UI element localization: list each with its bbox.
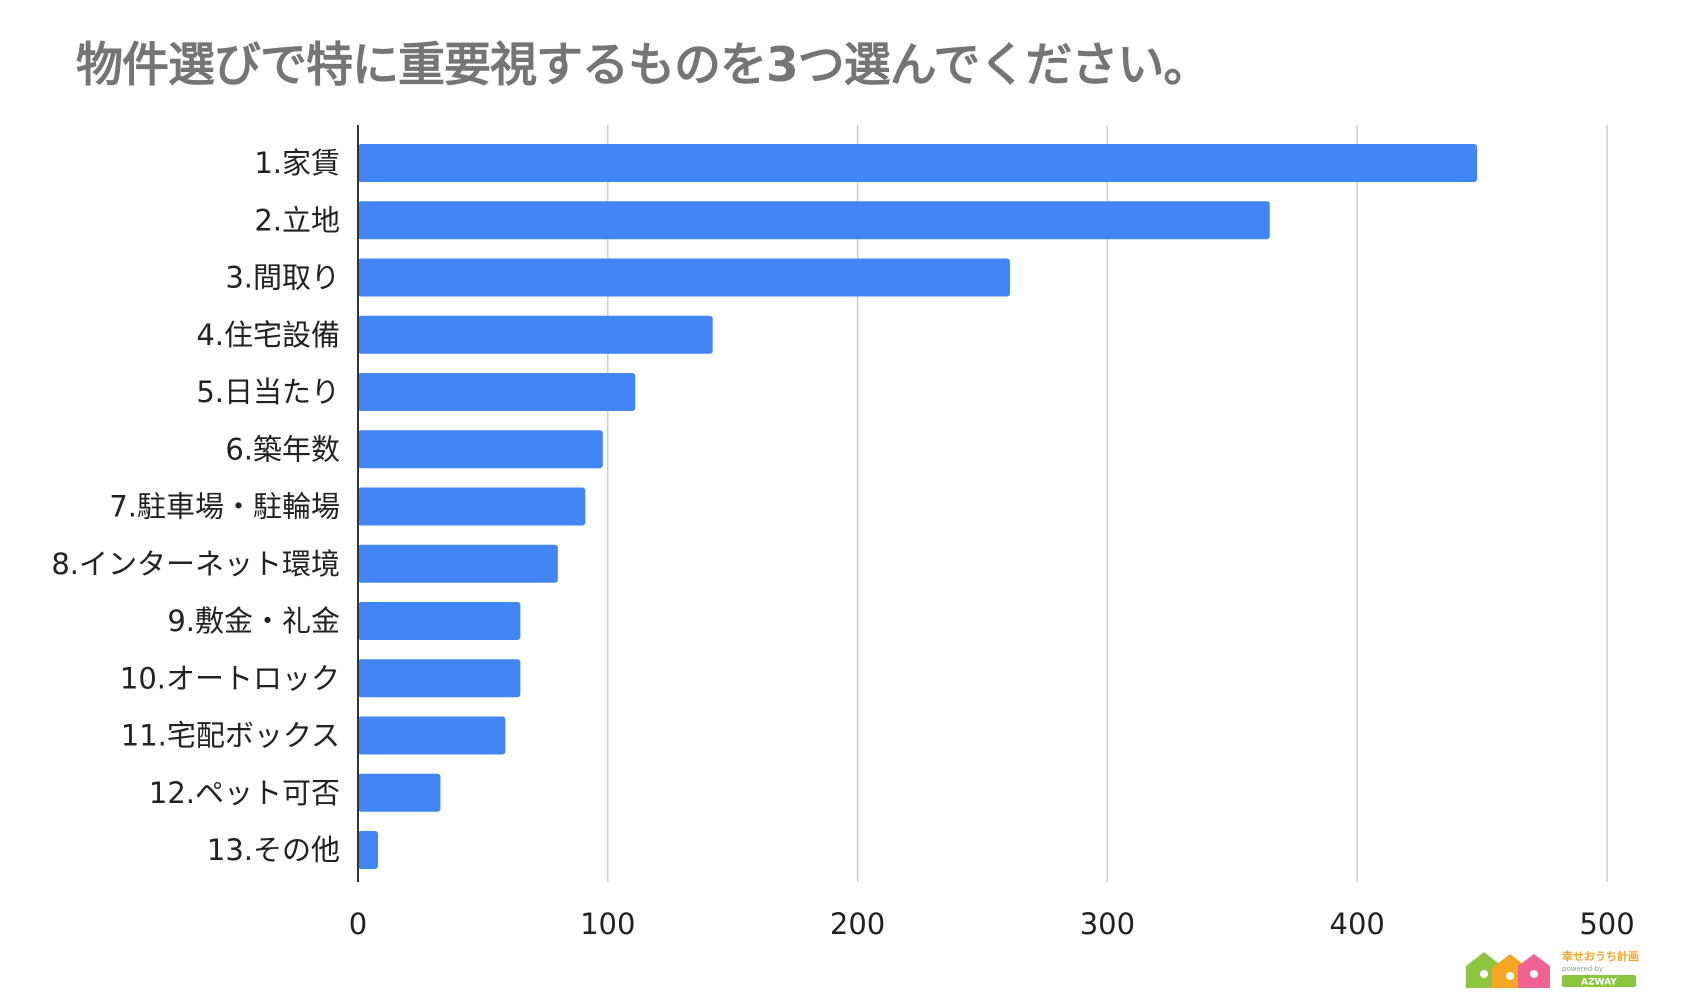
x-tick-label: 500: [1579, 907, 1634, 941]
category-label: 10.オートロック: [120, 661, 340, 695]
category-label: 12.ペット可否: [149, 776, 340, 810]
category-label: 13.その他: [207, 833, 340, 867]
x-tick-label: 200: [830, 907, 885, 941]
bar: [358, 544, 558, 583]
category-label: 7.駐車場・駐輪場: [109, 490, 340, 524]
x-tick-label: 100: [580, 907, 635, 941]
bar: [358, 258, 1010, 297]
x-tick-label: 0: [349, 907, 367, 941]
category-label: 9.敷金・礼金: [167, 604, 340, 638]
category-label: 6.築年数: [225, 432, 340, 466]
brand-logo: 幸せおうち計画 powered by AZWAY: [1466, 949, 1639, 988]
bar: [358, 315, 713, 354]
bar: [358, 430, 603, 469]
logo-text: 幸せおうち計画: [1562, 949, 1639, 963]
bar: [358, 716, 506, 755]
bar: [358, 602, 521, 640]
category-label: 5.日当たり: [196, 375, 340, 409]
bar: [358, 201, 1270, 240]
bar: [358, 773, 441, 812]
category-label: 4.住宅設備: [196, 318, 340, 352]
house-icons: [1466, 952, 1550, 988]
category-label: 8.インターネット環境: [51, 547, 340, 581]
category-label: 1.家賃: [254, 146, 340, 180]
category-label: 11.宅配ボックス: [121, 719, 340, 753]
x-tick-label: 400: [1330, 907, 1385, 941]
bar: [358, 487, 586, 526]
bar: [358, 831, 378, 869]
category-labels: 1.家賃 2.立地 3.間取り 4.住宅設備 5.日当たり 6.築年数 7.駐車場・駐輪場 8…: [51, 146, 340, 867]
x-tick-labels: 0 100 200 300 400 500: [349, 907, 1635, 941]
bar: [358, 659, 521, 698]
category-label: 2.立地: [254, 203, 340, 237]
bars: [358, 144, 1478, 869]
logo-badge-text: AZWAY: [1581, 978, 1617, 988]
logo-subtext: powered by: [1562, 965, 1603, 973]
bar: [358, 373, 636, 411]
grid-lines: [607, 125, 1608, 882]
x-tick-label: 300: [1080, 907, 1135, 941]
chart-title: 物件選びで特に重要視するものを3つ選んでください。: [76, 38, 1210, 93]
bar: [358, 144, 1478, 182]
category-label: 3.間取り: [225, 261, 340, 295]
